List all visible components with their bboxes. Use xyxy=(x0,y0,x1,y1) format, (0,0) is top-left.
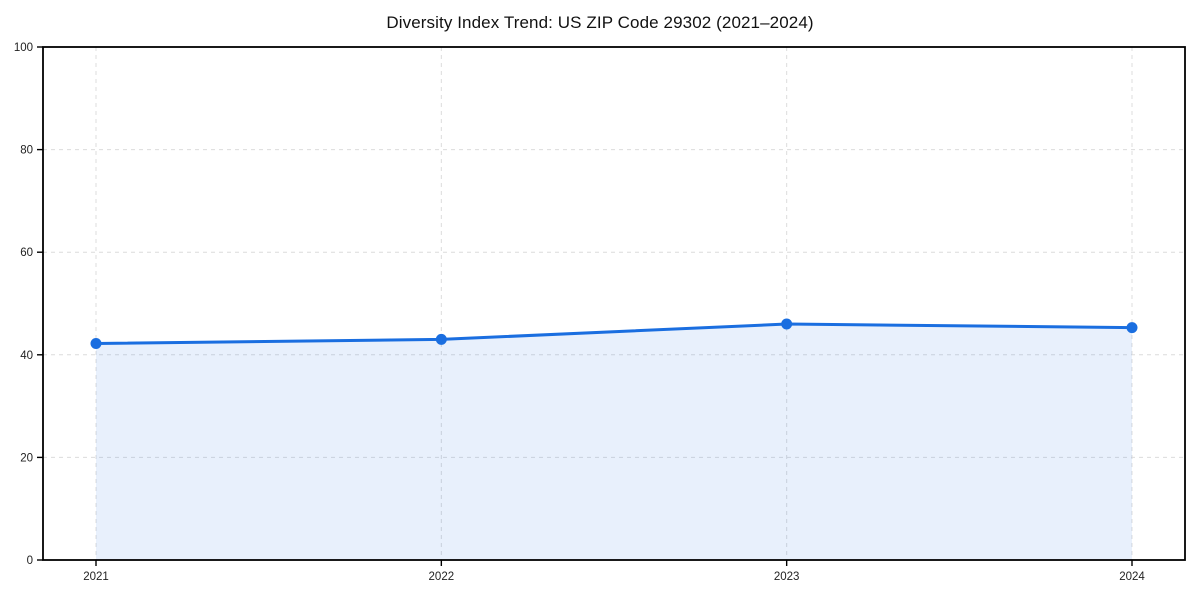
y-tick-label: 100 xyxy=(14,42,33,54)
x-tick-label: 2022 xyxy=(429,571,455,583)
y-tick-label: 0 xyxy=(27,555,33,567)
series-area-fill xyxy=(96,324,1132,560)
data-point-marker xyxy=(781,318,793,330)
y-tick-label: 60 xyxy=(20,247,33,259)
x-tick-label: 2024 xyxy=(1119,571,1145,583)
series-line xyxy=(94,322,1134,346)
chart-title: Diversity Index Trend: US ZIP Code 29302… xyxy=(386,13,814,32)
data-point-marker xyxy=(435,333,447,345)
y-tick-label: 80 xyxy=(20,145,33,157)
y-tick-label: 20 xyxy=(20,452,33,464)
data-point-marker xyxy=(1126,322,1138,334)
x-tick-label: 2021 xyxy=(83,571,109,583)
x-tick-label: 2023 xyxy=(774,571,800,583)
plot-border xyxy=(42,46,1186,561)
data-point-marker xyxy=(90,338,102,350)
y-tick-label: 40 xyxy=(20,350,33,362)
